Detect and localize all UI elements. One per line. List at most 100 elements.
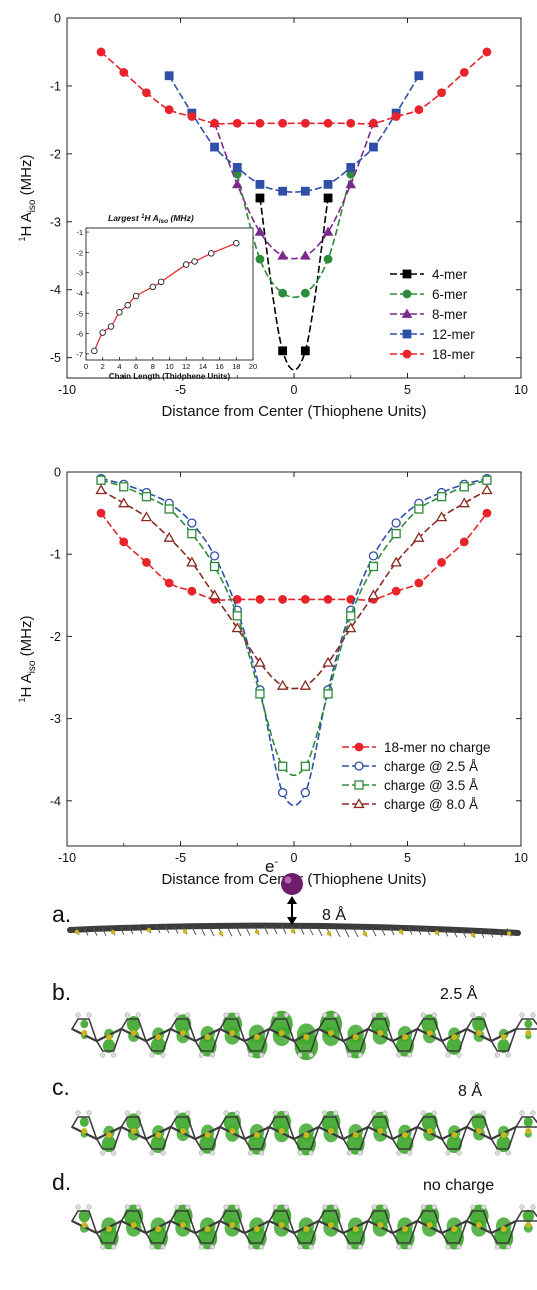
hydrogen-atom xyxy=(174,1110,180,1116)
panel-distance-label: 8 Å xyxy=(458,1081,482,1100)
sulfur-atom xyxy=(278,1030,285,1036)
hydrogen-atom xyxy=(223,1110,229,1116)
data-point-18-mer xyxy=(119,67,129,77)
sulfur-atom xyxy=(182,929,188,934)
hydrogen-atom xyxy=(494,1052,500,1058)
data-point-18-mer-no-charge xyxy=(96,508,106,518)
y-axis-label: 1H Aiso (MHz) xyxy=(17,616,38,703)
data-point-18-mer-no-charge xyxy=(391,586,401,596)
sulfur-atom xyxy=(303,1034,310,1040)
sulfur-atom xyxy=(402,1226,408,1232)
thiophene-ring xyxy=(391,1125,419,1150)
hydrogen-atom xyxy=(456,1244,462,1250)
sulfur-atom xyxy=(146,927,152,933)
x-tick-label: 10 xyxy=(514,383,528,397)
hydrogen-atom xyxy=(519,1204,525,1210)
hydrogen-atom xyxy=(396,1244,402,1250)
hydrogen-atom xyxy=(333,1204,339,1210)
thiophene-ring xyxy=(70,1210,99,1235)
chain-bond xyxy=(83,927,89,936)
sulfur-atom xyxy=(362,931,368,936)
hydrogen-atom xyxy=(174,1012,180,1018)
thiophene-ring xyxy=(391,1027,419,1052)
data-point-18-mer xyxy=(278,118,288,128)
data-point-charge-3-5 xyxy=(300,761,311,771)
sulfur-atom xyxy=(500,1132,507,1138)
data-point-charge-2-5 xyxy=(300,787,311,798)
hydrogen-atom xyxy=(86,1110,92,1116)
chain-bond xyxy=(173,925,179,934)
x-tick-label: -5 xyxy=(175,851,186,865)
data-point-18-mer xyxy=(369,118,378,128)
sulfur-atom xyxy=(81,1030,88,1036)
thiophene-ring xyxy=(342,1125,370,1150)
structure-panel-3: c. 8 Å xyxy=(52,1074,537,1156)
structure-panel-2: b. 2.5 Å xyxy=(52,979,537,1061)
sulfur-atom xyxy=(290,928,296,934)
hydrogen-atom xyxy=(272,1110,278,1116)
y-tick-label: -5 xyxy=(50,351,61,365)
hydrogen-atom xyxy=(234,1204,240,1210)
thiophene-ring xyxy=(120,1210,148,1235)
data-point-charge-3-5 xyxy=(368,561,379,572)
hydrogen-atom xyxy=(382,1110,388,1116)
inset-data-point xyxy=(191,258,198,265)
inset-data-point xyxy=(207,250,215,257)
data-point-18-mer xyxy=(414,105,424,115)
hydrogen-atom xyxy=(431,1204,437,1210)
data-point-charge-8-0 xyxy=(276,679,289,690)
hydrogen-atom xyxy=(456,1052,462,1058)
sulfur-atom xyxy=(476,1128,482,1134)
thiophene-ring xyxy=(465,1210,493,1235)
inset-data-point xyxy=(107,323,115,330)
legend-marker-8-mer xyxy=(401,308,413,318)
chain-bond xyxy=(299,926,305,935)
hydrogen-atom xyxy=(149,1150,155,1156)
hydrogen-atom xyxy=(283,1012,289,1018)
hydrogen-atom xyxy=(234,1110,240,1116)
chain-bond xyxy=(335,928,341,938)
chain-bond xyxy=(128,925,134,935)
data-point-8-mer xyxy=(322,226,334,236)
sulfur-atom xyxy=(451,1226,458,1232)
data-point-18-mer xyxy=(210,118,219,128)
thiophene-ring xyxy=(292,1125,321,1150)
hydrogen-atom xyxy=(346,1150,352,1156)
data-point-charge-2-5 xyxy=(368,551,379,561)
series-line-charge-3-5 xyxy=(100,479,488,777)
sulfur-atom xyxy=(254,1226,260,1232)
data-point-6-mer xyxy=(255,254,265,264)
thiophene-ring xyxy=(366,1116,395,1141)
data-point-18-mer xyxy=(346,118,356,128)
x-tick-label: -10 xyxy=(58,383,76,397)
orbital-lobe xyxy=(524,1019,533,1029)
sulfur-atom xyxy=(476,1222,482,1228)
thiophene-ring xyxy=(144,1125,173,1150)
series-charge-3-5 xyxy=(96,475,492,777)
x-tick-label: 0 xyxy=(291,383,298,397)
hydrogen-atom xyxy=(505,1052,511,1058)
data-point-8-mer xyxy=(254,226,266,236)
panel-distance-label: no charge xyxy=(423,1177,494,1194)
panel-letter: a. xyxy=(52,901,71,927)
orbital-lobe xyxy=(472,1016,486,1032)
data-point-4-mer xyxy=(255,193,265,203)
inset-x-tick-label: 16 xyxy=(215,362,223,371)
hydrogen-atom xyxy=(135,1110,141,1116)
chain-bond xyxy=(236,927,242,937)
inset-data-point xyxy=(132,292,140,300)
sulfur-atom xyxy=(402,1132,408,1138)
sulfur-atom xyxy=(180,1128,186,1134)
inset-data-point xyxy=(149,283,157,291)
data-point-18-mer xyxy=(96,47,106,57)
data-point-charge-3-5 xyxy=(414,504,424,514)
thiophene-ring xyxy=(120,1018,148,1043)
thiophene-ring xyxy=(317,1116,345,1141)
inset-data-point xyxy=(233,239,240,247)
sulfur-atom xyxy=(500,1034,507,1040)
hydrogen-atom xyxy=(111,1052,117,1058)
hydrogen-atom xyxy=(160,1244,166,1250)
hydrogen-atom xyxy=(357,1052,363,1058)
sulfur-atom xyxy=(377,1030,384,1036)
